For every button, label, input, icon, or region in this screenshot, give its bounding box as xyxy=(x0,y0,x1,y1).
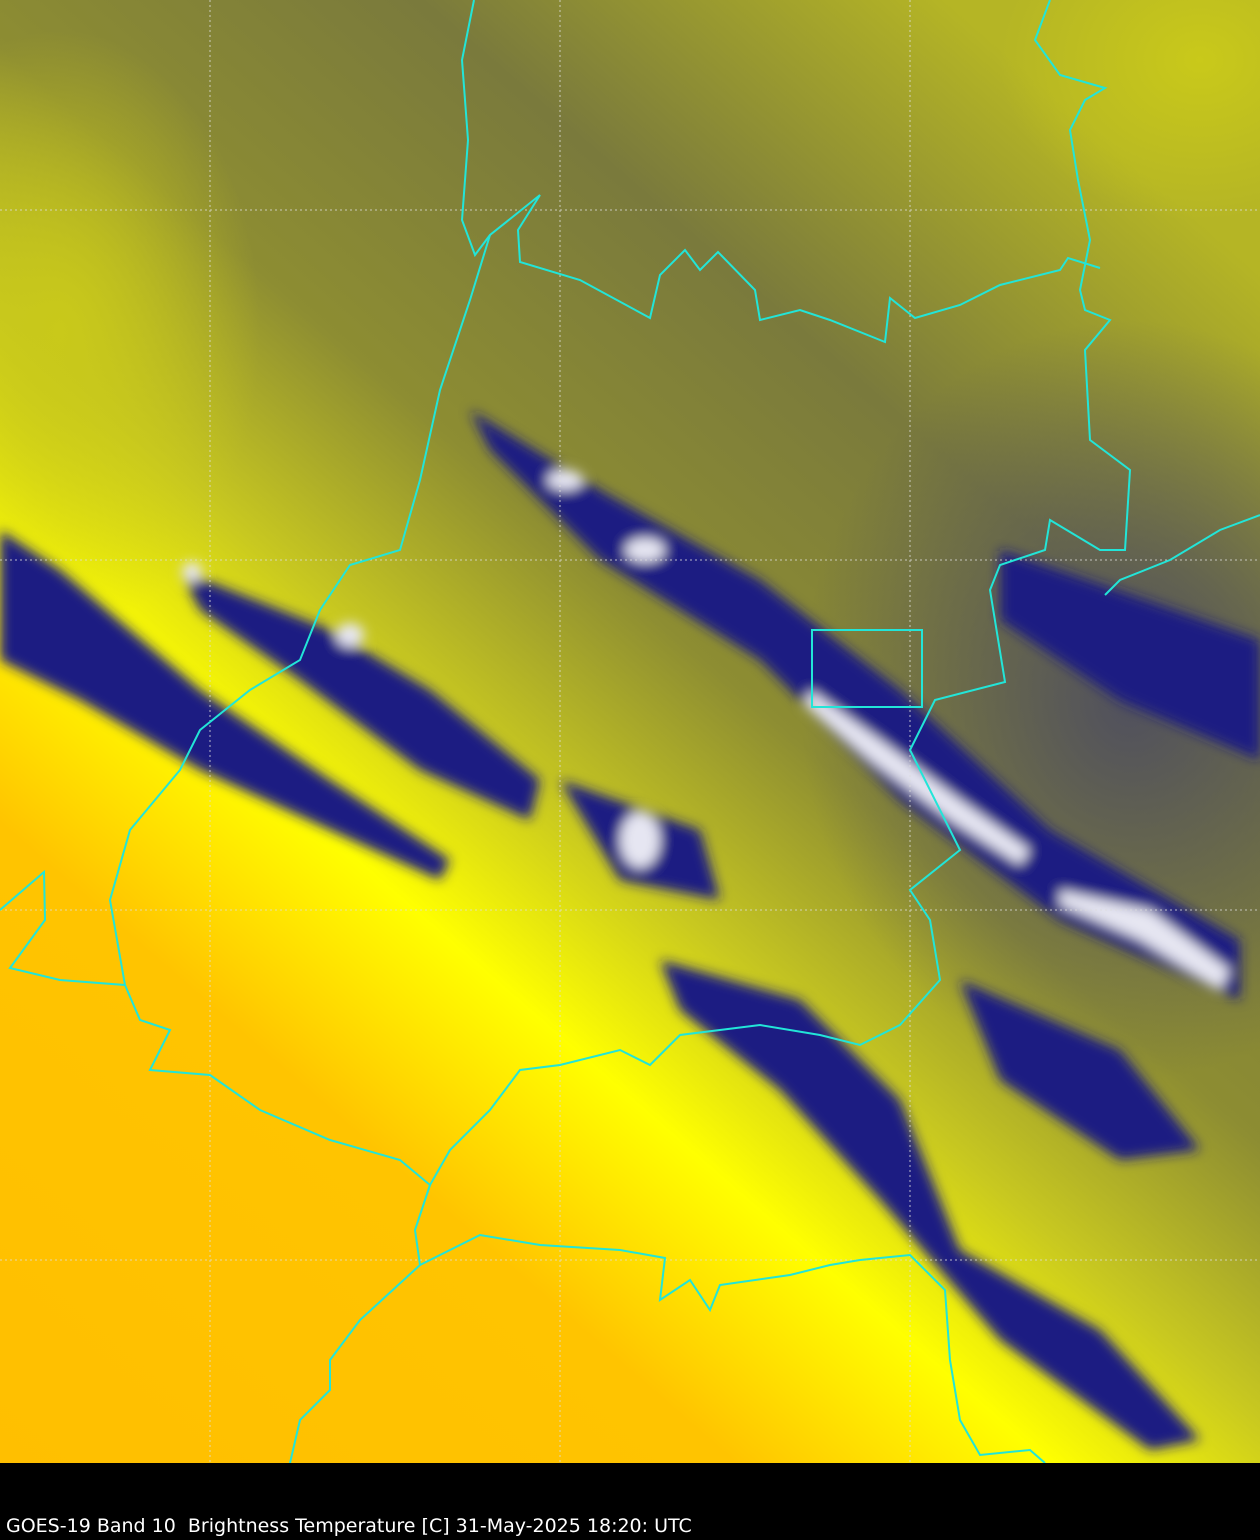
country-borders xyxy=(0,0,1260,1463)
warm-olive-region xyxy=(0,30,260,630)
warm-olive-region-ne xyxy=(1000,0,1260,220)
satellite-map xyxy=(0,0,1260,1463)
lat-lon-grid xyxy=(0,0,1260,1463)
image-caption: GOES-19 Band 10 Brightness Temperature [… xyxy=(6,1515,692,1537)
cloud-bands xyxy=(0,410,1260,1450)
